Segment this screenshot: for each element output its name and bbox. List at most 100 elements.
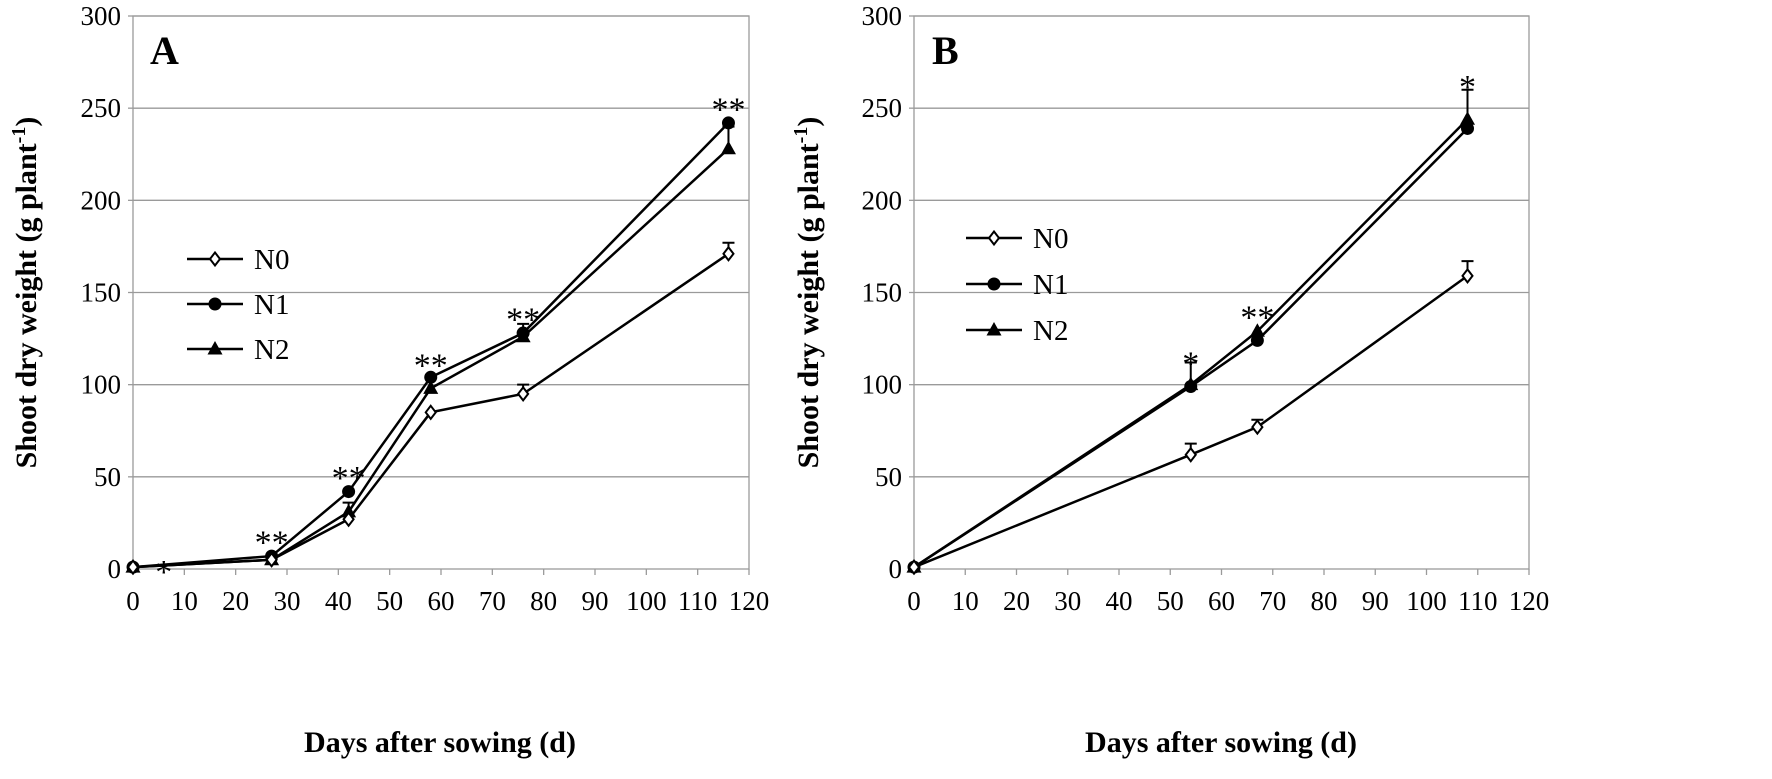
panel-a-legend-label: N1	[254, 289, 289, 321]
panel-a-x-tick-label: 20	[222, 586, 249, 616]
panel-a-y-title-main: Shoot dry weight (g plant	[10, 143, 43, 468]
panel-b-legend-item-n0: N0	[966, 223, 1068, 255]
panel-a-legend-label: N0	[254, 244, 289, 276]
panel-b-series-n0	[913, 260, 1474, 569]
panel-b-x-tick-label: 10	[952, 586, 979, 616]
panel-a-x-tick-label: 110	[678, 586, 718, 616]
panel-a-legend-marker	[208, 297, 222, 311]
panel-a-series-n0-point	[424, 404, 437, 421]
panel-a-x-tick-label: 70	[479, 586, 506, 616]
panel-a-y-title-close: )	[10, 117, 43, 127]
panel-a-y-tick-label: 300	[81, 1, 122, 31]
panel-b-y-tick-label: 0	[889, 554, 903, 584]
panel-a-legend-item-n1: N1	[187, 289, 289, 321]
panel-b-x-tick-label: 50	[1157, 586, 1184, 616]
panel-a-series-n0-point	[265, 551, 278, 568]
panel-b-legend-item-n1: N1	[966, 269, 1068, 301]
panel-a-series-n0-point	[342, 511, 355, 528]
panel-a-x-tick-label: 10	[171, 586, 198, 616]
panel-b-x-tick-label: 20	[1003, 586, 1030, 616]
panel-b-y-title-superscript: -1	[790, 127, 812, 144]
panel-a-legend-marker	[207, 341, 223, 355]
panel-b-y-title-close: )	[792, 117, 825, 127]
panel-b-series-n2-point	[1460, 111, 1475, 125]
panel-a-legend-label: N2	[254, 334, 289, 366]
panel-a-x-tick-label: 0	[126, 586, 140, 616]
panel-a-series-n0-point	[126, 559, 140, 576]
panel-b-x-tick-label: 110	[1458, 586, 1498, 616]
panel-b-y-tick-label: 150	[862, 278, 903, 308]
panel-b-x-tick-label: 40	[1106, 586, 1133, 616]
panel-b-series-n0-line	[913, 274, 1469, 569]
panel-a-series-n1-point	[342, 485, 356, 499]
panel-a-series-n1-point	[721, 116, 735, 130]
panel-b-x-tick-label: 90	[1362, 586, 1389, 616]
panel-a-significance-mark: **	[506, 301, 540, 338]
panel-a-series-n1-point	[424, 370, 438, 384]
panel-a-x-tick-label: 60	[428, 586, 455, 616]
panel-b-x-tick-label: 0	[907, 586, 921, 616]
panel-b-series-n2-line	[913, 118, 1469, 569]
panel-b-label: B	[932, 28, 959, 73]
panel-b-y-tick-label: 100	[862, 370, 903, 400]
panel-a-significance-mark: **	[414, 348, 448, 385]
panel-b-legend-label: N2	[1033, 315, 1068, 347]
panel-a-x-axis-title: Days after sowing (d)	[304, 726, 576, 759]
panel-b-series-n2	[913, 88, 1474, 569]
panel-b-significance-mark: *	[1459, 69, 1476, 106]
panel-b-x-tick-label: 80	[1311, 586, 1338, 616]
panel-b-series-n0-point	[1184, 446, 1198, 463]
panel-b-legend-item-n2: N2	[966, 315, 1068, 347]
panel-b-significance-mark: **	[1240, 300, 1274, 337]
panel-a-y-title-superscript: -1	[8, 127, 30, 144]
panel-a-significance-mark: **	[711, 91, 745, 128]
panel-b-series-n0-point	[907, 559, 921, 576]
panel-b-y-axis-title: Shoot dry weight (g plant-1)	[790, 117, 825, 469]
panel-a-y-tick-label: 50	[94, 462, 121, 492]
panel-a-legend-item-n0: N0	[187, 244, 289, 276]
panel-b-chart: B Days after sowing (d) Shoot dry weight…	[790, 1, 1549, 759]
panel-b-x-tick-label: 70	[1259, 586, 1286, 616]
panel-a-series-n0-point	[516, 385, 530, 403]
panel-b-legend-label: N1	[1033, 269, 1068, 301]
panel-a-series-n0-point	[722, 245, 735, 262]
panel-b-legend-marker	[987, 229, 1001, 247]
panel-a-x-tick-label: 40	[325, 586, 352, 616]
panel-b-legend-marker	[986, 322, 1002, 336]
panel-a-y-tick-label: 250	[81, 93, 122, 123]
panel-b-y-tick-label: 50	[875, 462, 902, 492]
panel-b-y-tick-label: 250	[862, 93, 903, 123]
panel-a-y-axis-title: Shoot dry weight (g plant-1)	[8, 117, 43, 469]
panel-b-x-tick-label: 120	[1509, 586, 1550, 616]
panel-b-series-n2-point	[1249, 323, 1265, 337]
panel-a-label: A	[150, 28, 179, 73]
panel-a-significance-mark: **	[332, 460, 366, 497]
panel-b-x-tick-label: 30	[1054, 586, 1081, 616]
panel-a-chart: A Days after sowing (d) Shoot dry weight…	[8, 1, 769, 759]
panel-a-series-n1-point	[516, 326, 530, 340]
panel-a-x-tick-label: 120	[729, 586, 770, 616]
panel-a-legend-marker	[208, 250, 222, 268]
panel-a-significance-mark: *	[155, 554, 172, 591]
panel-a-y-tick-label: 100	[81, 370, 122, 400]
panel-b-x-tick-label: 60	[1208, 586, 1235, 616]
panel-b-significance-mark: *	[1182, 346, 1199, 383]
panel-b-x-tick-label: 100	[1406, 586, 1447, 616]
panel-b-series-n1-point	[1184, 380, 1198, 394]
panel-b-y-title-main: Shoot dry weight (g plant	[792, 143, 825, 468]
panel-a-series-n2-point	[423, 380, 439, 394]
panel-b-series-n1-point	[1250, 333, 1264, 347]
panel-a-y-tick-label: 150	[81, 278, 122, 308]
panel-a-x-tick-label: 30	[274, 586, 301, 616]
panel-b-legend-marker	[987, 277, 1001, 291]
panel-b-series-n1-point	[1461, 121, 1474, 135]
panel-a-significance-mark: **	[255, 525, 289, 562]
panel-a-x-tick-label: 50	[376, 586, 403, 616]
panel-a-legend-item-n2: N2	[187, 334, 289, 366]
panel-a-x-tick-label: 90	[582, 586, 609, 616]
panel-a-series-n2-line	[132, 147, 730, 569]
panel-b-series-n0-point	[1461, 267, 1474, 285]
panel-a-x-tick-label: 80	[530, 586, 557, 616]
panel-a-series-n1	[132, 122, 730, 569]
